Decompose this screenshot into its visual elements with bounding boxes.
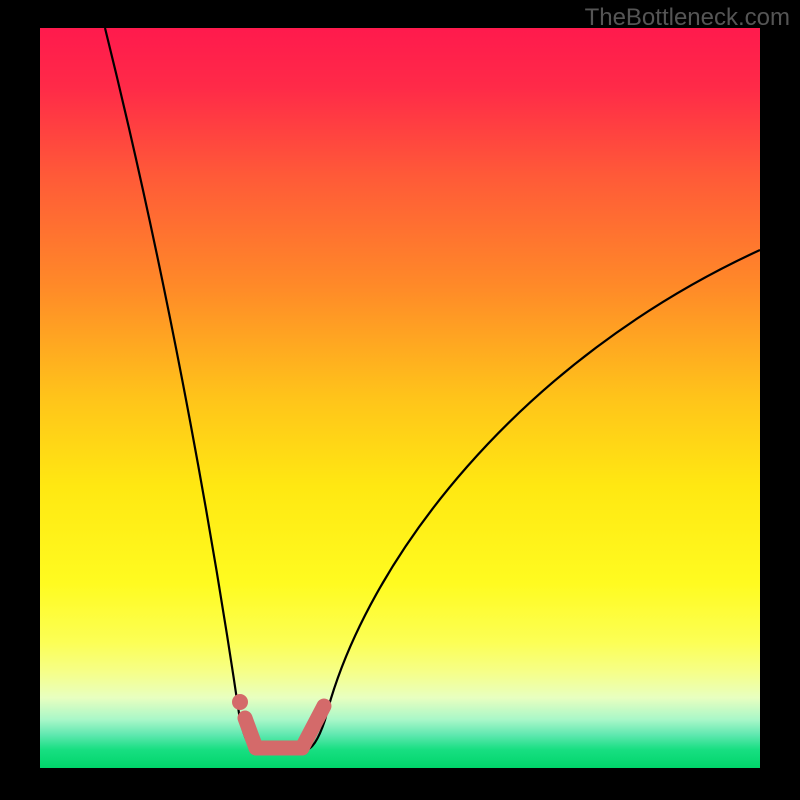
chart-container: TheBottleneck.com — [0, 0, 800, 800]
bottleneck-chart — [0, 0, 800, 800]
highlight-dot — [232, 694, 248, 710]
watermark-text: TheBottleneck.com — [585, 4, 790, 32]
plot-background — [40, 28, 760, 768]
